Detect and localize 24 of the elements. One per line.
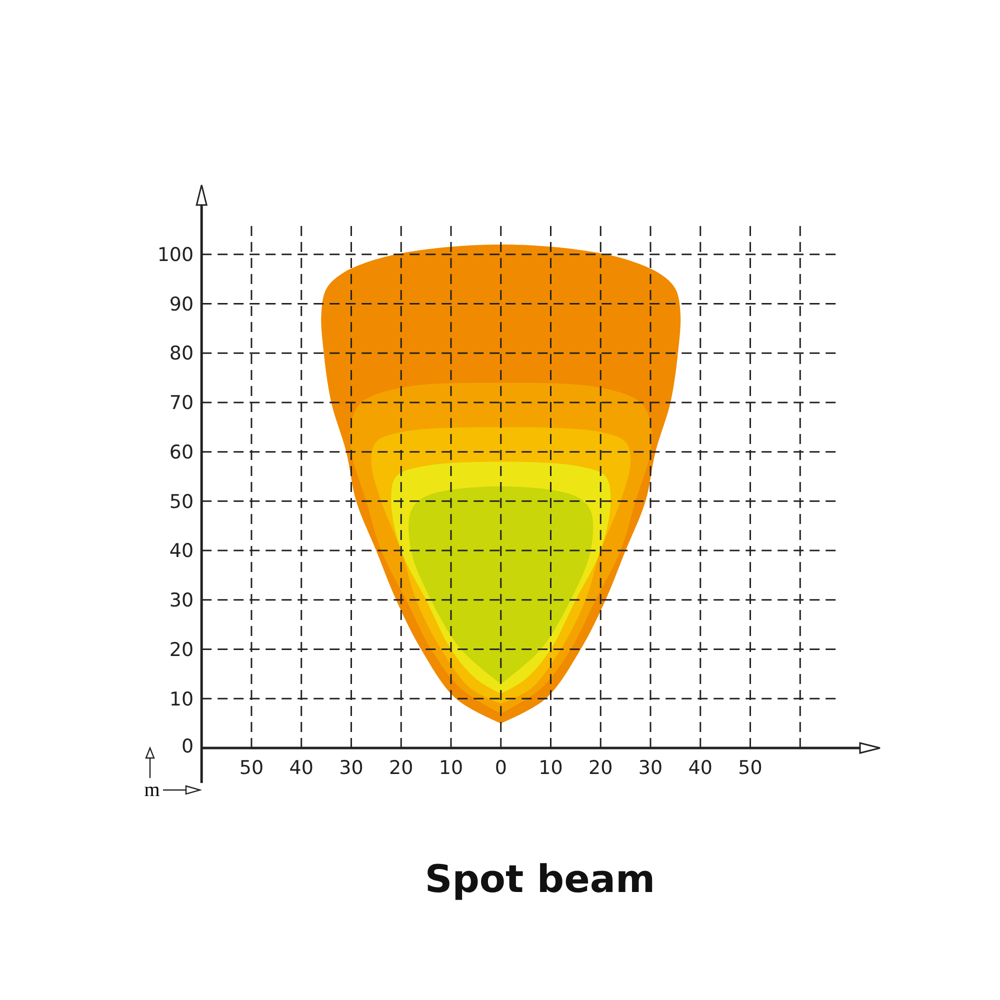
x-tick-label: 40 [289, 757, 314, 779]
x-tick-label: 30 [638, 757, 663, 779]
x-tick-label: 30 [339, 757, 364, 779]
y-tick-label: 80 [169, 342, 194, 365]
x-tick-label: 20 [389, 757, 414, 779]
x-axis-title: m [144, 779, 160, 801]
x-tick-label: 50 [738, 757, 762, 779]
text: Spot beam [424, 857, 656, 901]
x-tick-label: 50 [239, 757, 264, 779]
y-tick-label: 90 [169, 293, 194, 316]
x-tick-label: 10 [438, 757, 464, 779]
y-tick-label: 60 [169, 441, 194, 464]
x-tick-label: 20 [588, 757, 613, 779]
y-tick-label: 20 [169, 638, 194, 661]
x-tick-label: 0 [494, 757, 507, 779]
y-tick-label: 100 [157, 244, 194, 266]
y-tick-label: 10 [169, 688, 194, 710]
y-tick-label: 30 [169, 590, 194, 612]
y-tick-label: 70 [169, 392, 194, 414]
x-tick-label: 40 [688, 757, 712, 779]
x-tick-label: 10 [538, 757, 563, 779]
y-tick-label: 40 [169, 540, 194, 562]
y-tick-label: 0 [182, 736, 194, 758]
y-tick-label: 50 [169, 490, 194, 513]
